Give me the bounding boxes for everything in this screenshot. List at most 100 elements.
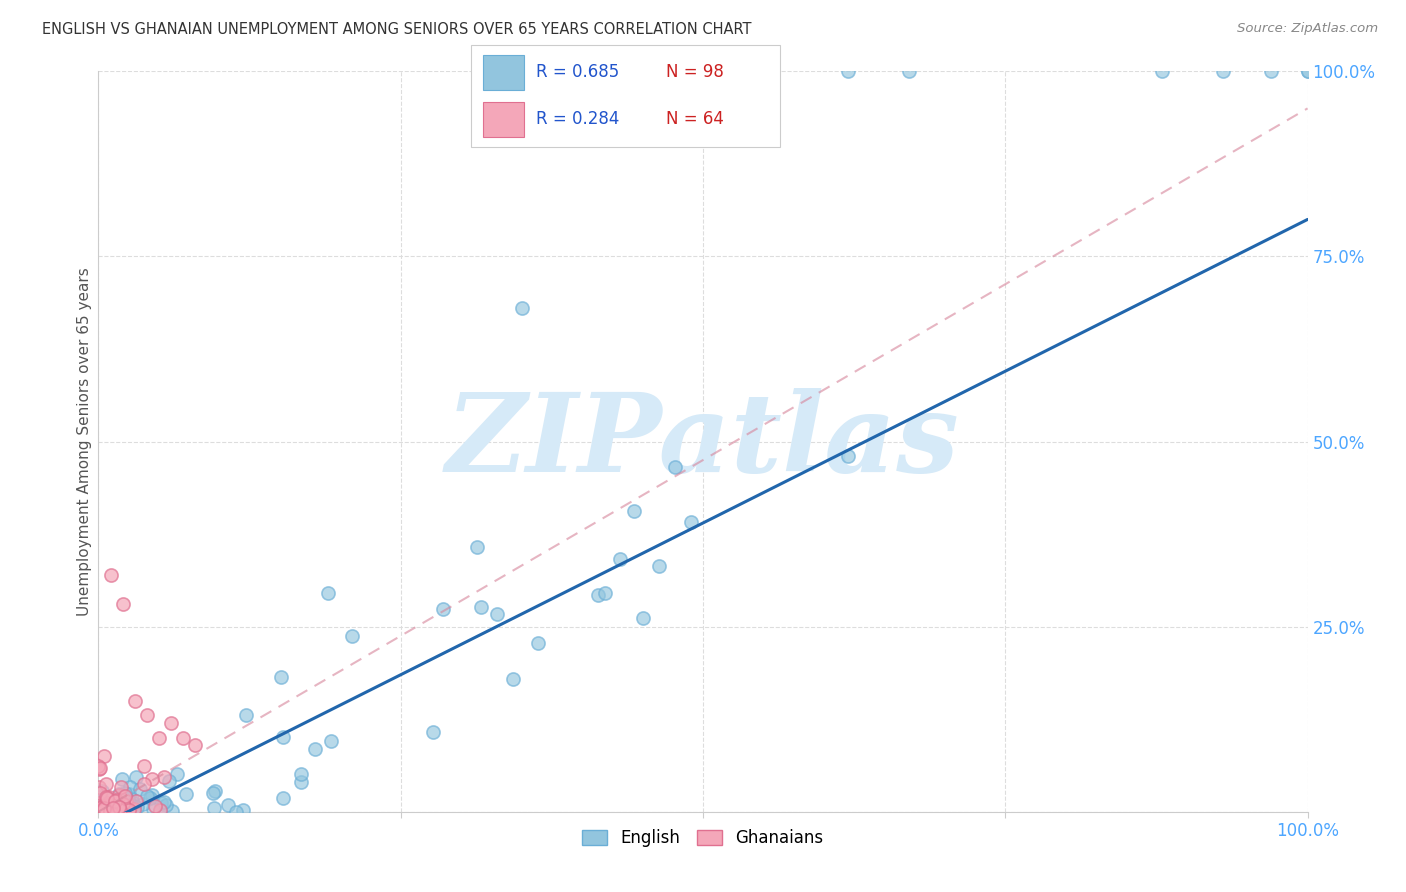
- Point: [304, 741, 326, 756]
- Point: [176, 787, 198, 801]
- Point: [91, 798, 114, 813]
- Point: [111, 804, 134, 818]
- Text: R = 0.284: R = 0.284: [536, 111, 619, 128]
- Point: [89, 803, 111, 817]
- Point: [100, 567, 122, 582]
- Point: [152, 770, 174, 784]
- Point: [1296, 64, 1319, 78]
- FancyBboxPatch shape: [471, 45, 780, 147]
- Point: [103, 801, 125, 815]
- Point: [108, 787, 131, 801]
- Point: [108, 804, 131, 818]
- Point: [110, 792, 132, 806]
- Point: [122, 798, 145, 813]
- Point: [108, 800, 131, 814]
- Y-axis label: Unemployment Among Seniors over 65 years: Unemployment Among Seniors over 65 years: [77, 268, 91, 615]
- Point: [837, 450, 859, 464]
- Point: [93, 802, 115, 816]
- Point: [122, 802, 145, 816]
- Point: [91, 804, 114, 818]
- Point: [98, 797, 121, 811]
- Point: [125, 770, 148, 784]
- Point: [609, 552, 631, 566]
- Point: [112, 797, 135, 811]
- Point: [664, 459, 686, 474]
- Point: [114, 803, 136, 817]
- Point: [94, 797, 117, 812]
- Point: [105, 794, 128, 808]
- Point: [316, 586, 339, 600]
- Point: [141, 772, 163, 786]
- Point: [1296, 64, 1319, 78]
- Point: [114, 790, 136, 805]
- Point: [148, 731, 170, 745]
- Point: [114, 786, 136, 800]
- Point: [1260, 64, 1282, 78]
- Point: [184, 738, 207, 752]
- Point: [141, 788, 163, 802]
- Point: [122, 805, 145, 819]
- Point: [502, 673, 524, 687]
- Point: [89, 801, 111, 815]
- Point: [93, 800, 115, 814]
- Point: [94, 789, 117, 804]
- Point: [87, 759, 110, 773]
- FancyBboxPatch shape: [484, 102, 523, 137]
- Point: [96, 777, 118, 791]
- Point: [1212, 64, 1234, 78]
- Point: [112, 798, 135, 813]
- Point: [679, 515, 702, 529]
- Point: [204, 801, 226, 815]
- Point: [103, 800, 125, 814]
- Point: [136, 789, 159, 803]
- Point: [93, 803, 115, 817]
- Point: [91, 803, 114, 817]
- Point: [152, 795, 174, 809]
- Point: [273, 731, 295, 745]
- Point: [290, 774, 312, 789]
- Point: [593, 586, 616, 600]
- Point: [432, 601, 454, 615]
- Point: [87, 803, 110, 817]
- Point: [897, 64, 920, 78]
- Point: [89, 789, 111, 804]
- Point: [111, 598, 134, 612]
- Point: [125, 800, 148, 814]
- Point: [107, 802, 129, 816]
- Point: [204, 784, 226, 798]
- Point: [465, 540, 488, 554]
- Point: [121, 792, 143, 806]
- Point: [112, 800, 135, 814]
- Point: [97, 798, 120, 813]
- Point: [648, 559, 671, 574]
- Point: [89, 761, 111, 775]
- FancyBboxPatch shape: [484, 55, 523, 90]
- Point: [143, 799, 166, 814]
- Point: [633, 611, 655, 625]
- Text: Source: ZipAtlas.com: Source: ZipAtlas.com: [1237, 22, 1378, 36]
- Text: R = 0.685: R = 0.685: [536, 63, 619, 81]
- Point: [149, 804, 172, 818]
- Point: [319, 734, 342, 748]
- Point: [422, 725, 444, 739]
- Point: [132, 759, 155, 773]
- Point: [1152, 64, 1174, 78]
- Point: [527, 636, 550, 650]
- Point: [98, 789, 121, 804]
- Point: [104, 801, 127, 815]
- Point: [96, 790, 118, 805]
- Point: [104, 797, 127, 812]
- Point: [217, 797, 239, 812]
- Point: [166, 767, 188, 781]
- Point: [142, 802, 165, 816]
- Legend: English, Ghanaians: English, Ghanaians: [574, 821, 832, 855]
- Point: [271, 791, 294, 805]
- Point: [120, 797, 142, 812]
- Point: [837, 64, 859, 78]
- Point: [232, 803, 254, 817]
- Point: [160, 804, 183, 818]
- Point: [114, 793, 136, 807]
- Text: ENGLISH VS GHANAIAN UNEMPLOYMENT AMONG SENIORS OVER 65 YEARS CORRELATION CHART: ENGLISH VS GHANAIAN UNEMPLOYMENT AMONG S…: [42, 22, 752, 37]
- Point: [235, 708, 257, 723]
- Point: [160, 715, 183, 730]
